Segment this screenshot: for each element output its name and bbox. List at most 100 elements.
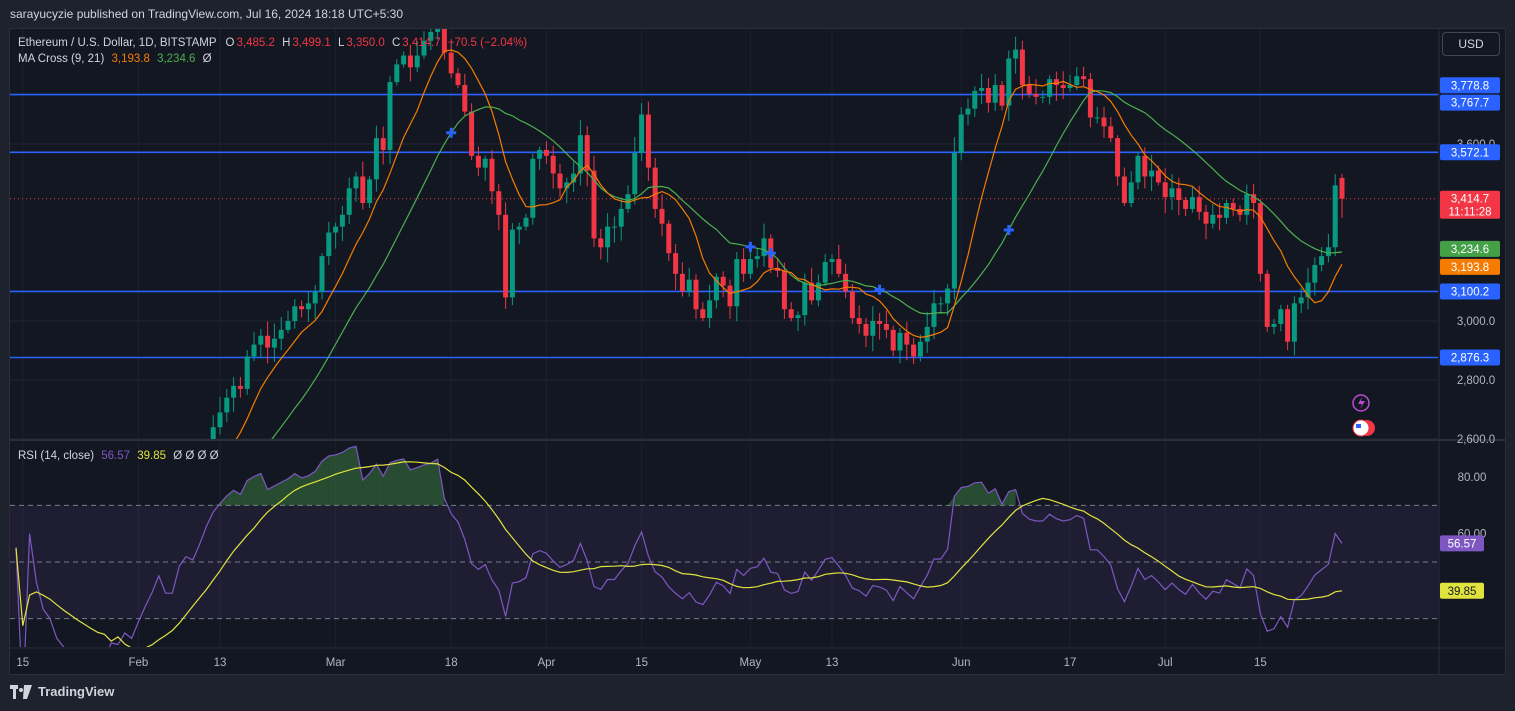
candle-body xyxy=(244,356,250,389)
rsi-extra: Ø Ø Ø Ø xyxy=(173,450,219,462)
candle-body xyxy=(863,323,869,336)
candle-body xyxy=(836,259,842,274)
candle-body xyxy=(707,300,713,319)
candle-body xyxy=(598,238,604,248)
candle-body xyxy=(849,291,855,319)
candle-body xyxy=(1155,170,1161,183)
price-pane xyxy=(10,29,1438,486)
candle-body xyxy=(904,332,910,345)
symbol-title[interactable]: Ethereum / U.S. Dollar, 1D, BITSTAMP xyxy=(18,37,217,49)
rsi-overbought-fill xyxy=(974,482,982,506)
candle-body xyxy=(1332,185,1338,248)
rsi-overbought-fill xyxy=(968,482,975,506)
tradingview-brand[interactable]: TradingView xyxy=(38,684,115,699)
candle-body xyxy=(496,191,502,215)
candle-body xyxy=(679,273,685,292)
ma-cross-marker xyxy=(446,127,457,138)
chart-canvas[interactable]: 3,600.03,000.02,800.02,600.03,778.83,767… xyxy=(10,29,1505,674)
time-tick-label: Jun xyxy=(952,657,971,669)
time-tick-label: 17 xyxy=(1064,657,1077,669)
candle-body xyxy=(1121,176,1127,204)
candle-body xyxy=(373,138,379,180)
rsi-overbought-fill xyxy=(369,464,377,506)
time-tick-label: 15 xyxy=(1254,657,1267,669)
candle-body xyxy=(482,158,488,168)
candle-body xyxy=(788,309,794,319)
rsi-overbought-fill xyxy=(390,460,397,506)
candle-body xyxy=(319,256,325,292)
candle-body xyxy=(938,303,944,305)
rsi-overbought-fill xyxy=(335,452,343,506)
ma-cross-marker xyxy=(874,284,885,295)
candle-body xyxy=(1033,93,1039,97)
candle-body xyxy=(1149,170,1155,177)
candle-body xyxy=(360,176,366,204)
candle-body xyxy=(992,85,998,103)
candle-body xyxy=(1108,126,1114,139)
candle-body xyxy=(972,90,978,109)
candle-body xyxy=(951,152,957,289)
rsi-tick-label: 80.00 xyxy=(1458,472,1487,484)
candle-body xyxy=(312,291,318,304)
event-flash-icon xyxy=(1352,394,1370,412)
candle-body xyxy=(1305,282,1311,298)
candle-body xyxy=(224,397,230,413)
candle-body xyxy=(1162,182,1168,198)
candle-body xyxy=(448,52,454,74)
candle-body xyxy=(1230,203,1236,209)
candle-body xyxy=(190,480,195,483)
axis-price-label: 3,778.8 xyxy=(1451,80,1489,92)
candle-body xyxy=(333,226,339,233)
candle-body xyxy=(1217,214,1223,218)
rsi-overbought-fill xyxy=(417,464,424,506)
ma-cross-label[interactable]: MA Cross (9, 21) xyxy=(18,53,105,65)
publish-header: sarayucyzie published on TradingView.com… xyxy=(10,7,404,21)
open-value: 3,485.2 xyxy=(236,37,275,49)
currency-button[interactable]: USD xyxy=(1442,32,1500,56)
candle-body xyxy=(475,155,481,168)
rsi-overbought-fill xyxy=(328,454,336,506)
candle-body xyxy=(285,321,291,330)
rsi-overbought-fill xyxy=(247,476,254,506)
low-label: L xyxy=(337,37,345,49)
rsi-overbought-fill xyxy=(342,448,350,506)
rsi-overbought-fill xyxy=(396,458,404,506)
candle-body xyxy=(700,309,706,319)
candle-body xyxy=(1013,49,1019,59)
chart-pane[interactable]: 3,600.03,000.02,800.02,600.03,778.83,767… xyxy=(9,28,1506,675)
candle-body xyxy=(441,29,447,53)
candle-body xyxy=(931,303,937,327)
candle-body xyxy=(1081,76,1087,80)
time-tick-label: Apr xyxy=(537,657,555,669)
candle-body xyxy=(645,114,651,168)
high-label: H xyxy=(282,37,291,49)
time-tick-label: 18 xyxy=(445,657,458,669)
rsi-overbought-fill xyxy=(954,487,962,506)
rsi-overbought-fill xyxy=(294,473,302,506)
axis-price-label: 3,767.7 xyxy=(1451,98,1489,110)
candle-body xyxy=(231,385,237,398)
candle-body xyxy=(210,427,216,439)
candle-body xyxy=(1047,79,1053,97)
candle-body xyxy=(414,55,420,68)
rsi-label[interactable]: RSI (14, close) xyxy=(18,450,95,462)
ohlc-legend: Ethereum / U.S. Dollar, 1D, BITSTAMP O 3,… xyxy=(18,35,527,51)
rsi-overbought-fill xyxy=(988,488,996,506)
candle-body xyxy=(577,135,583,174)
candle-body xyxy=(1291,303,1297,342)
candle-body xyxy=(897,332,903,351)
candle-body xyxy=(68,480,73,486)
rsi-overbought-fill xyxy=(301,475,309,506)
rsi-line xyxy=(15,445,1343,647)
ma-cross-marker xyxy=(1003,224,1014,235)
candle-body xyxy=(720,276,726,286)
axis-price-label: 3,193.8 xyxy=(1451,262,1489,274)
candle-body xyxy=(1169,188,1175,198)
candle-body xyxy=(1053,79,1059,86)
time-tick-label: 15 xyxy=(635,657,648,669)
rsi-overbought-fill xyxy=(961,486,968,506)
candle-body xyxy=(795,315,801,319)
time-tick-label: Mar xyxy=(326,657,346,669)
rsi-overbought-fill xyxy=(410,467,418,506)
change-value: −70.5 (−2.04%) xyxy=(447,37,528,49)
